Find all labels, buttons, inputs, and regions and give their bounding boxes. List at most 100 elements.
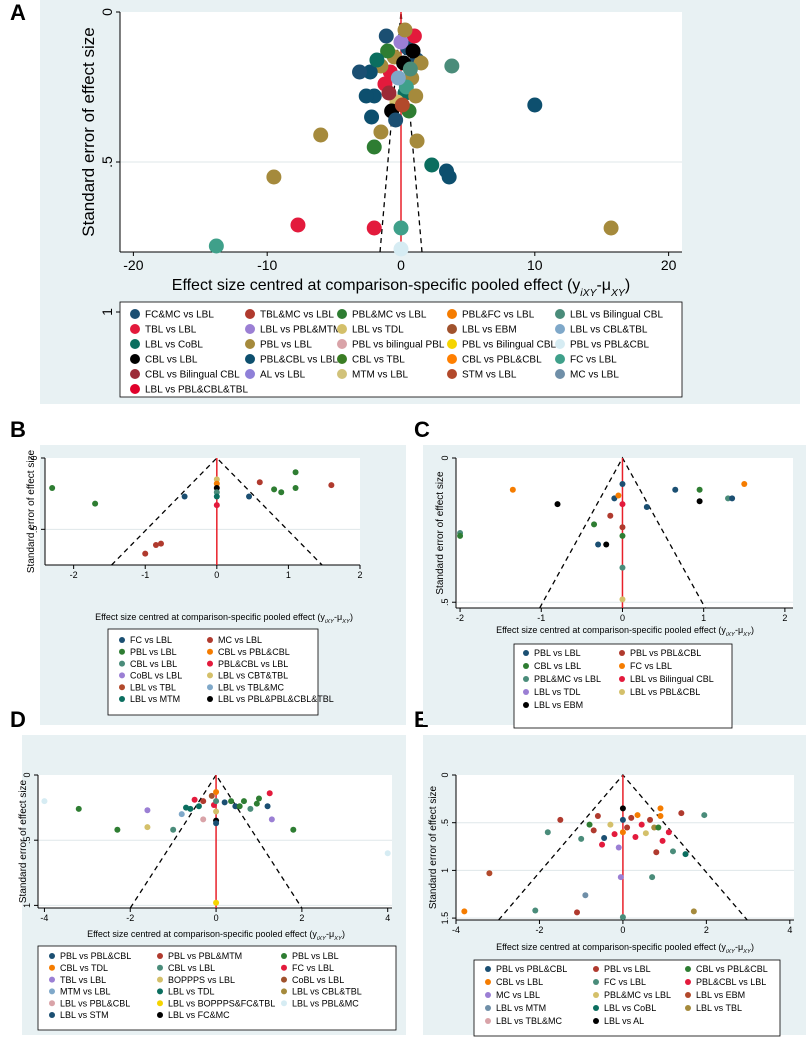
legend-marker — [207, 660, 213, 667]
legend-label: MC vs LBL — [570, 370, 619, 381]
y-tick-label: 0 — [440, 772, 450, 777]
legend-marker — [49, 988, 55, 995]
legend-label: LBL vs AL — [604, 1016, 644, 1026]
data-point — [424, 157, 440, 173]
legend-label: LBL vs TDL — [352, 325, 404, 336]
data-point — [144, 807, 151, 814]
data-point — [653, 849, 660, 856]
legend-label: LBL vs CBL&TBL — [292, 987, 362, 997]
data-point — [591, 521, 598, 528]
data-point — [378, 28, 394, 44]
data-point — [509, 486, 516, 493]
data-point — [619, 914, 626, 921]
x-axis-title: Effect size centred at comparison-specif… — [496, 625, 754, 638]
legend-label: CBL vs PBL&CBL — [218, 647, 290, 657]
legend-item: LBL vs PBL&CBL — [619, 687, 700, 697]
data-point — [152, 542, 159, 549]
data-point — [49, 484, 56, 491]
legend-marker — [119, 672, 125, 679]
legend-label: LBL vs TBL&MC — [496, 1016, 563, 1026]
legend-label: CoBL vs LBL — [130, 671, 182, 681]
y-tick-label: 0 — [22, 772, 32, 777]
data-point — [741, 480, 748, 487]
legend-marker — [245, 369, 255, 379]
data-point — [384, 850, 391, 857]
x-tick-label: -2 — [70, 570, 78, 580]
y-axis-title: Standard error of effect size — [435, 471, 446, 595]
data-point — [278, 489, 285, 496]
legend-item: LBL vs TBL&MC — [485, 1016, 563, 1026]
data-points — [208, 22, 619, 257]
data-point — [678, 810, 685, 817]
data-point — [532, 907, 539, 914]
data-point — [408, 88, 424, 104]
data-point — [615, 492, 622, 499]
legend-label: PBL&CBL vs LBL — [260, 355, 338, 366]
legend-item: LBL vs FC&MC — [157, 1010, 230, 1020]
panel-label-a: A — [10, 0, 26, 25]
data-point — [232, 803, 239, 810]
legend-label: LBL vs TDL — [534, 687, 581, 697]
data-point — [696, 498, 703, 505]
x-tick-label: 0 — [214, 570, 219, 580]
data-point — [624, 824, 631, 831]
legend-box — [107, 628, 319, 716]
legend-marker — [555, 324, 565, 334]
data-point — [409, 133, 425, 149]
y-tick-label: 0 — [99, 8, 115, 16]
data-point — [590, 827, 597, 834]
data-point — [271, 486, 278, 493]
legend-label: LBL vs Bilingual CBL — [630, 674, 714, 684]
y-axis-title: Standard error of effect size — [18, 779, 29, 903]
x-tick-label: 0 — [214, 913, 219, 923]
legend-label: FC&MC vs LBL — [145, 310, 214, 321]
legend-item: PBL&CBL vs LBL — [245, 354, 338, 366]
legend-marker — [119, 637, 125, 643]
legend-item: LBL vs CoBL — [593, 1003, 656, 1013]
data-point — [388, 112, 404, 128]
legend-label: PBL vs PBL&CBL — [496, 964, 567, 974]
data-point — [441, 169, 457, 185]
legend-item: CBL vs TDL — [49, 963, 108, 973]
legend-marker — [49, 1012, 55, 1018]
data-point — [595, 541, 602, 548]
legend-item: LBL vs Bilingual CBL — [619, 674, 714, 684]
legend-item: FC vs LBL — [593, 977, 646, 987]
data-point — [594, 813, 601, 820]
legend-label: LBL vs CBT&TBL — [218, 671, 288, 681]
data-point — [632, 834, 639, 841]
legend-label: LBL vs PBL&CBL&TBL — [145, 385, 248, 396]
legend-marker — [685, 1005, 691, 1011]
legend-label: FC vs LBL — [292, 963, 334, 973]
data-point — [92, 500, 99, 507]
legend-marker — [49, 964, 55, 971]
legend-label: PBL vs LBL — [534, 648, 581, 658]
legend-marker — [485, 1005, 491, 1011]
x-tick-label: 2 — [782, 613, 787, 623]
y-tick-label: 1 — [22, 903, 32, 908]
legend-marker — [281, 953, 287, 959]
data-point — [574, 909, 581, 916]
legend-label: LBL vs PBL&CBL — [60, 998, 130, 1008]
legend-label: CBL vs LBL — [496, 977, 543, 987]
legend-marker — [685, 966, 691, 972]
data-point — [672, 486, 679, 493]
legend-label: PBL vs LBL — [292, 951, 339, 961]
legend-marker — [281, 964, 287, 971]
data-points — [457, 480, 748, 603]
legend-item: PBL vs LBL — [119, 647, 177, 657]
y-tick-label: 1 — [440, 868, 450, 873]
y-axis-title: Standard error of effect size — [79, 27, 98, 236]
legend-label: LBL vs TBL — [696, 1003, 742, 1013]
data-point — [619, 596, 626, 603]
legend-label: LBL vs PBL&MC — [292, 998, 359, 1008]
data-point — [457, 532, 464, 539]
data-point — [659, 837, 666, 844]
legend-item: LBL vs TDL — [523, 687, 581, 697]
data-point — [696, 486, 703, 493]
x-tick-label: 0 — [620, 925, 625, 935]
x-tick-label: 1 — [286, 570, 291, 580]
legend-item: LBL vs PBL&MC — [281, 998, 359, 1008]
